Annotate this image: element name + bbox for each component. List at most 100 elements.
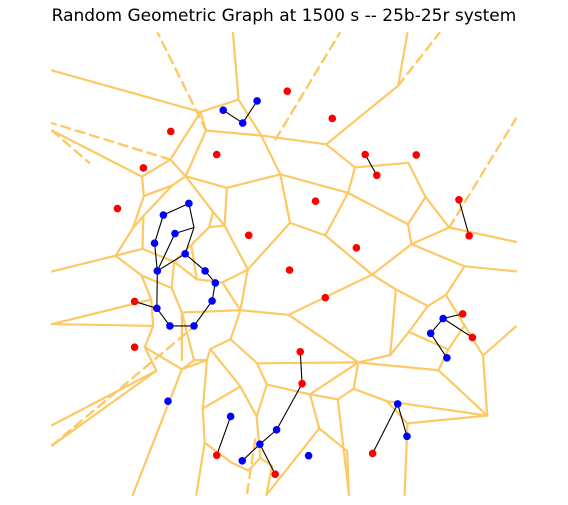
voronoi-edge [169,158,187,178]
voronoi-edge-dashed [447,117,518,229]
voronoi-edge [199,98,240,114]
voronoi-edge [201,385,242,410]
red-node [465,232,473,240]
graph-edge [188,202,195,229]
blue-node [190,322,198,330]
red-node [285,266,294,274]
voronoi-edge [260,134,282,176]
red-node [283,87,292,96]
voronoi-edge [180,311,196,362]
voronoi-edge [407,161,427,199]
voronoi-edge [448,226,518,243]
voronoi-edge [131,368,184,497]
red-node [130,297,139,306]
blue-node [393,400,402,408]
voronoi-edge [437,348,450,372]
voronoi-edge [180,358,209,371]
voronoi-edge [265,427,321,497]
graph-edge [372,403,399,454]
graph-edge [193,300,213,327]
voronoi-edge [143,346,184,371]
voronoi-edge [141,214,145,250]
voronoi-edge [114,254,143,277]
voronoi-edge [184,129,208,178]
voronoi-edge [397,31,409,87]
blue-node [272,426,281,434]
voronoi-edge [184,175,215,213]
blue-node [201,267,209,275]
voronoi-edge [357,361,440,372]
voronoi-edge [346,166,357,194]
voronoi-edge [141,247,176,263]
voronoi-edge [204,129,263,137]
voronoi-edge [50,369,158,427]
graph-edge [162,202,190,216]
voronoi-edge [352,387,389,403]
red-node [311,197,320,205]
blue-node [443,353,451,362]
voronoi-edge [410,243,466,268]
voronoi-edge-dashed [50,121,172,161]
graph-edge [222,109,244,124]
graph-edge [184,253,206,272]
voronoi-edge [424,195,451,229]
voronoi-edge [223,224,249,271]
graph-edge [442,317,473,339]
voronoi-edge [172,260,198,281]
voronoi-edge [447,324,466,351]
voronoi-edge [265,383,312,396]
blue-node [403,432,411,441]
voronoi-edge [308,393,339,401]
voronoi-edge [223,186,229,227]
voronoi-edge [481,354,489,417]
red-node [361,150,370,159]
voronoi-edge [50,369,158,447]
voronoi-edge [346,191,409,226]
voronoi-edge [287,273,374,316]
voronoi-edge [231,31,240,101]
voronoi-edge [140,274,153,301]
voronoi-edge [239,268,249,312]
voronoi-edge [444,265,466,297]
blue-node [153,267,162,275]
blue-node [185,199,193,208]
red-node [298,379,306,388]
voronoi-edge [140,158,172,178]
voronoi-edge [229,309,242,341]
voronoi-edge [325,143,357,169]
graph-edge [397,403,408,437]
voronoi-edge [131,194,145,230]
voronoi-edge [230,461,250,472]
red-node [352,244,361,252]
voronoi-edge [406,195,427,226]
voronoi-edge [50,322,155,328]
voronoi-edge [225,173,282,189]
voronoi-edge [308,393,321,430]
voronoi-edge [208,210,215,229]
voronoi-edge [308,361,360,396]
voronoi-edge [50,69,202,114]
voronoi-edge [385,400,489,417]
graph-edge [134,300,158,309]
blue-node [159,211,168,219]
voronoi-edge [260,134,328,146]
graph-edge [156,232,176,272]
red-node [328,114,337,123]
voronoi-edge [324,234,374,276]
red-node [368,449,377,458]
graph-edge [299,351,303,385]
voronoi-edge [190,225,211,247]
voronoi-edge [437,369,489,417]
voronoi-edge [389,288,397,357]
voronoi-edge [140,175,145,198]
voronoi-edge [190,243,198,281]
graph-edge [259,443,276,475]
voronoi-edge [279,173,350,194]
blue-node [304,451,313,460]
red-node [373,171,381,180]
red-node [296,347,305,356]
voronoi-edge [169,110,202,161]
voronoi-edge [406,414,489,425]
voronoi-edge [279,173,292,224]
graph-edge [242,100,258,124]
